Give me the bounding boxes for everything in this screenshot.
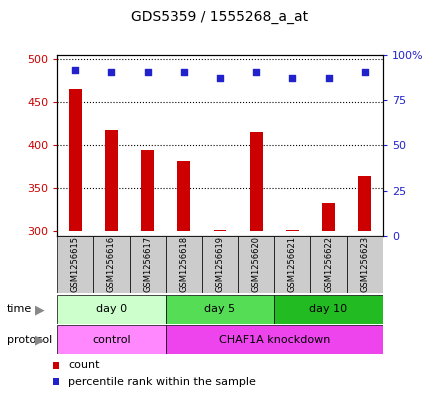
Point [72, 67, 79, 73]
Point [253, 69, 260, 75]
Point [361, 69, 368, 75]
Text: GDS5359 / 1555268_a_at: GDS5359 / 1555268_a_at [132, 10, 308, 24]
Bar [57, 236, 93, 293]
Text: time: time [7, 305, 32, 314]
Bar [238, 236, 274, 293]
Point [144, 69, 151, 75]
Text: GSM1256616: GSM1256616 [107, 236, 116, 292]
Point [325, 74, 332, 81]
Bar [274, 236, 311, 293]
Bar [53, 378, 59, 385]
Point [216, 74, 224, 81]
Bar [347, 236, 383, 293]
Text: CHAF1A knockdown: CHAF1A knockdown [219, 335, 330, 345]
Bar [214, 230, 226, 231]
Text: ▶: ▶ [35, 303, 44, 316]
Text: day 10: day 10 [309, 305, 348, 314]
Text: GSM1256622: GSM1256622 [324, 236, 333, 292]
Bar [202, 236, 238, 293]
Bar [274, 295, 383, 324]
Text: day 0: day 0 [96, 305, 127, 314]
Text: percentile rank within the sample: percentile rank within the sample [68, 376, 256, 387]
Bar [177, 161, 190, 231]
Text: day 5: day 5 [205, 305, 235, 314]
Bar [69, 88, 82, 231]
Bar [359, 176, 371, 231]
Bar [322, 203, 335, 231]
Text: ▶: ▶ [35, 333, 44, 346]
Text: GSM1256619: GSM1256619 [216, 236, 224, 292]
Text: GSM1256620: GSM1256620 [252, 236, 260, 292]
Bar [105, 130, 118, 231]
Bar [286, 230, 299, 231]
Bar [57, 325, 166, 354]
Bar [129, 236, 166, 293]
Text: GSM1256621: GSM1256621 [288, 236, 297, 292]
Text: protocol: protocol [7, 335, 52, 345]
Point [289, 74, 296, 81]
Text: control: control [92, 335, 131, 345]
Text: GSM1256618: GSM1256618 [180, 236, 188, 292]
Bar [57, 295, 166, 324]
Bar [166, 295, 274, 324]
Point [180, 69, 187, 75]
Text: count: count [68, 360, 100, 371]
Text: GSM1256617: GSM1256617 [143, 236, 152, 292]
Bar [166, 236, 202, 293]
Bar [53, 362, 59, 369]
Text: GSM1256623: GSM1256623 [360, 236, 369, 292]
Bar [311, 236, 347, 293]
Bar [93, 236, 129, 293]
Bar [250, 132, 263, 231]
Text: GSM1256615: GSM1256615 [71, 236, 80, 292]
Point [108, 69, 115, 75]
Bar [141, 150, 154, 231]
Bar [166, 325, 383, 354]
